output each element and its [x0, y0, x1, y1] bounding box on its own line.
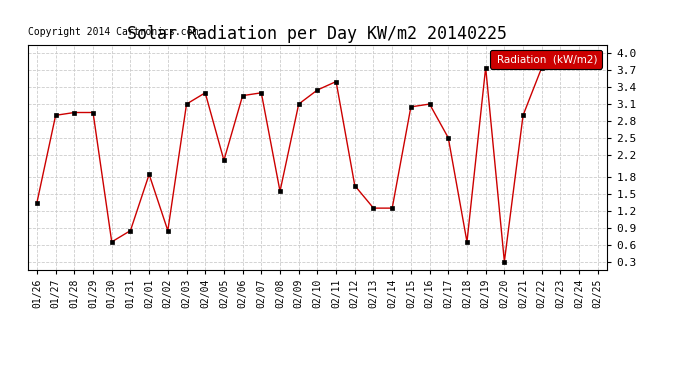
- Legend: Radiation  (kW/m2): Radiation (kW/m2): [490, 50, 602, 69]
- Title: Solar Radiation per Day KW/m2 20140225: Solar Radiation per Day KW/m2 20140225: [128, 26, 507, 44]
- Text: Copyright 2014 Cartronics.com: Copyright 2014 Cartronics.com: [28, 27, 198, 37]
